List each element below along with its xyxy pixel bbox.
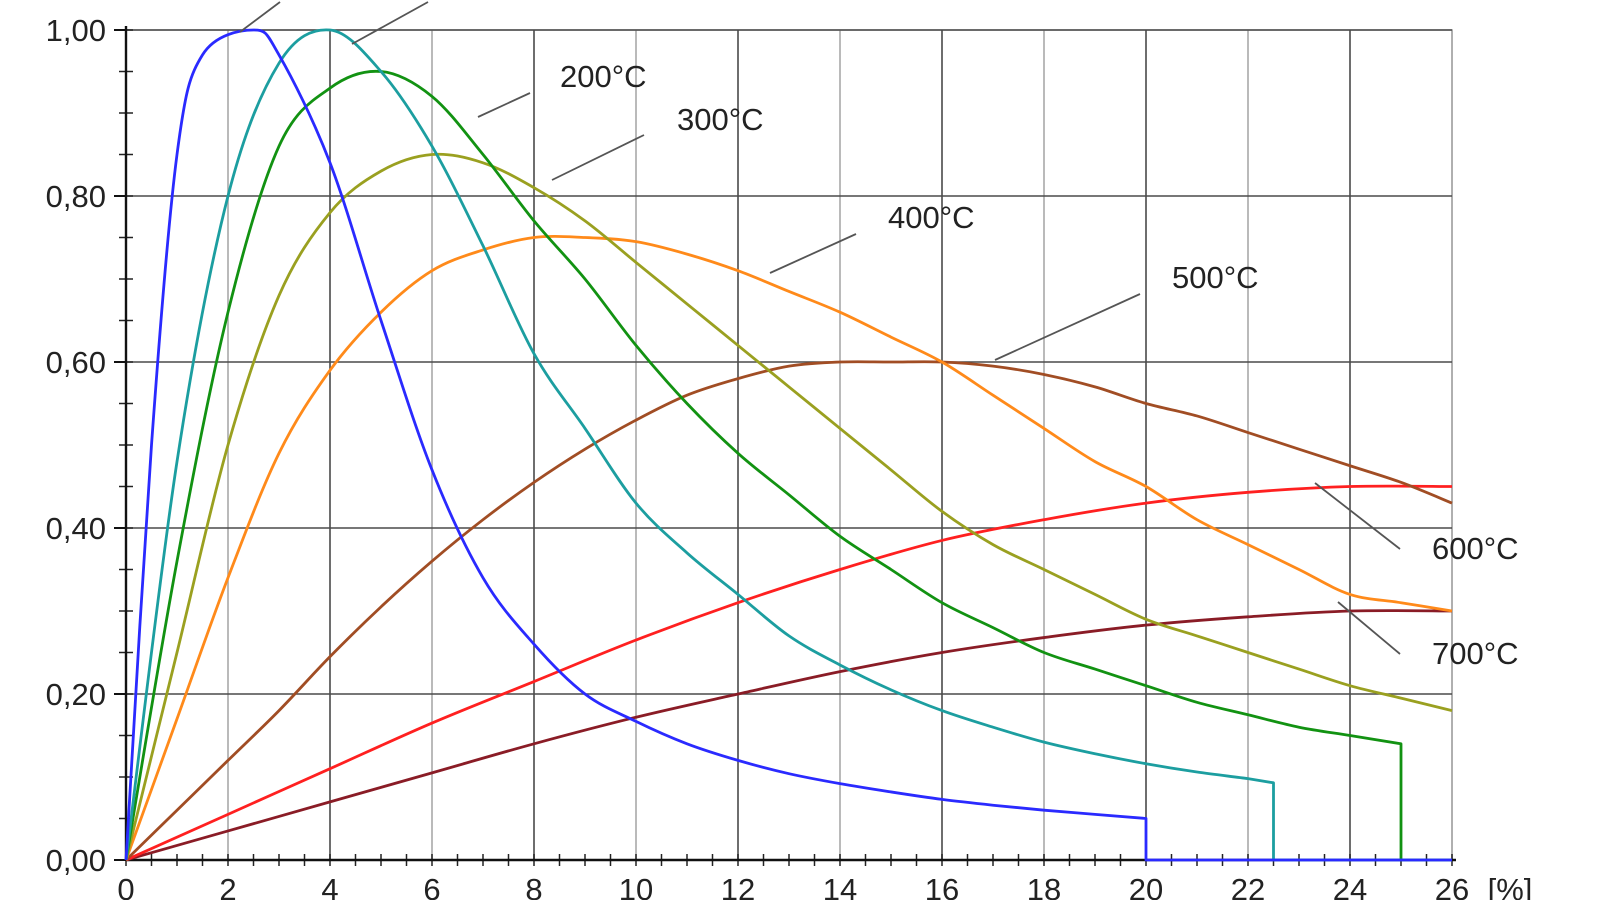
x-tick-label: 2 (219, 872, 236, 900)
series-label: 400°C (888, 200, 975, 235)
x-tick-label: 6 (423, 872, 440, 900)
series-leader-line (1337, 601, 1401, 655)
x-tick-label: 0 (117, 872, 134, 900)
series-line-1 (124, 28, 1452, 862)
x-tick-label: 26 (1435, 872, 1469, 900)
y-tick-label: 0,80 (46, 179, 106, 214)
x-tick-label: 4 (321, 872, 338, 900)
plot-frame (125, 29, 1453, 861)
series-leader-line (769, 233, 857, 274)
x-tick-label: 12 (721, 872, 755, 900)
y-tick-label: 0,40 (46, 511, 106, 546)
x-tick-label: 20 (1129, 872, 1163, 900)
series-leader-line (239, 1, 281, 33)
y-tick-label: 0,60 (46, 345, 106, 380)
series-leader-line (551, 134, 645, 181)
x-tick-label: 24 (1333, 872, 1367, 900)
series-label: 200°C (560, 59, 647, 94)
series-label: 600°C (1432, 531, 1519, 566)
x-axis-label: [%] (1488, 872, 1533, 900)
series-leader-line (1314, 482, 1401, 550)
series-leader-line (477, 92, 531, 118)
x-tick-label: 14 (823, 872, 857, 900)
series-line-6 (125, 484, 1453, 862)
x-tick-label: 16 (925, 872, 959, 900)
series-line-0 (124, 28, 1452, 862)
series-line-4 (124, 235, 1453, 861)
series-line-3 (124, 152, 1453, 861)
series-label: 700°C (1432, 636, 1519, 671)
series-line-2 (124, 69, 1452, 862)
series-leader-line (994, 293, 1141, 361)
x-tick-label: 8 (525, 872, 542, 900)
y-tick-label: 1,00 (46, 13, 106, 48)
series-line-7 (125, 609, 1453, 862)
series-label: 500°C (1172, 260, 1259, 295)
x-tick-label: 10 (619, 872, 653, 900)
x-tick-label: 22 (1231, 872, 1265, 900)
y-tick-label: 0,00 (46, 843, 106, 878)
series-line-5 (125, 360, 1453, 862)
y-tick-label: 0,20 (46, 677, 106, 712)
x-tick-label: 18 (1027, 872, 1061, 900)
series-label: 300°C (677, 102, 764, 137)
series-leader-line (351, 1, 429, 45)
